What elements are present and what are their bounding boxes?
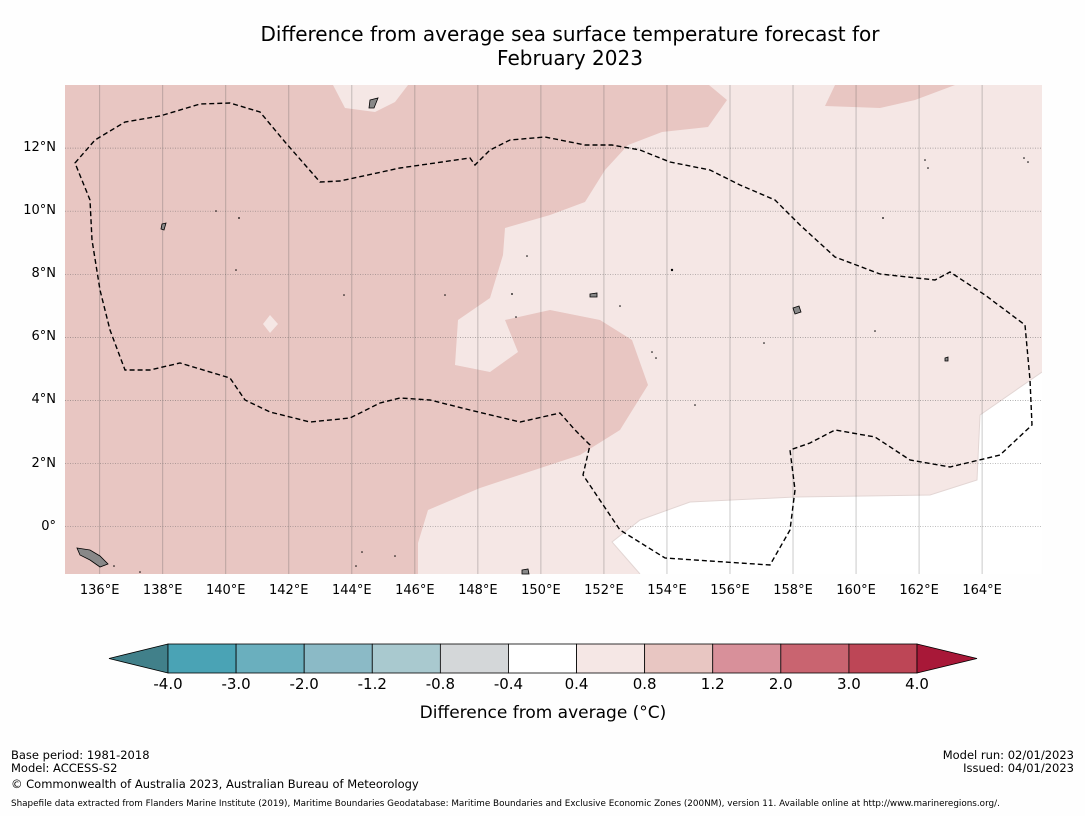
land-islands [76, 97, 949, 575]
colorbar-tick-label: -1.2 [357, 675, 387, 693]
model-run: Model run: 02/01/2023 [942, 748, 1074, 762]
lat-label: 8°N [31, 266, 57, 282]
map-title: Difference from average sea surface temp… [170, 22, 970, 70]
lat-label: 12°N [23, 140, 56, 156]
island-yap [368, 97, 379, 109]
lon-label: 144°E [332, 583, 372, 598]
title-line-2: February 2023 [497, 46, 643, 70]
island-pohnpei-dot [944, 356, 949, 362]
model-name: Model: ACCESS-S2 [11, 761, 118, 775]
anomaly-region-neutral [612, 372, 1042, 574]
lon-label: 140°E [205, 583, 246, 598]
sst-anomaly-map [65, 85, 1042, 575]
island-small [521, 568, 530, 575]
colorbar-extend-min [108, 643, 169, 674]
anomaly-region-0.4-0.8 [418, 85, 1042, 574]
colorbar-tick-label: -0.4 [493, 675, 524, 693]
title-line-1: Difference from average sea surface temp… [260, 22, 880, 46]
colorbar-segment [848, 643, 918, 674]
copyright: © Commonwealth of Australia 2023, Austra… [11, 777, 419, 791]
colorbar-tick-label: 0.4 [564, 675, 589, 693]
lon-label: 158°E [773, 583, 813, 598]
lon-label: 154°E [647, 583, 687, 598]
lat-label: 0° [41, 518, 56, 534]
colorbar-tick-label: 3.0 [836, 675, 861, 693]
lon-label: 146°E [395, 583, 435, 598]
anomaly-patch-top-right [825, 85, 955, 108]
island-atoll-a [160, 222, 167, 231]
island-kosrae-dot [589, 292, 598, 298]
lat-label: 4°N [31, 392, 57, 408]
colorbar-segment [712, 643, 782, 674]
issued-date: Issued: 04/01/2023 [963, 761, 1074, 775]
colorbar-tick-label: -2.0 [289, 675, 319, 693]
lat-label: 10°N [23, 203, 56, 219]
colorbar-title: Difference from average (°C) [419, 703, 667, 723]
colorbar-tick-label: 4.0 [905, 675, 929, 693]
colorbar-tick-label: 1.2 [700, 675, 725, 693]
eez-boundary-palau-fsm [74, 102, 1033, 566]
lon-label: 152°E [584, 583, 624, 598]
colorbar-segment [780, 643, 850, 674]
lat-label: 2°N [31, 455, 57, 471]
island-chuuk [792, 305, 802, 315]
colorbar-segment [303, 643, 373, 674]
colorbar-extend-max [916, 643, 978, 674]
gridlines [65, 85, 1042, 574]
lon-label: 164°E [962, 583, 1002, 598]
colorbar-segment [508, 643, 577, 674]
lon-label: 160°E [836, 583, 876, 598]
colorbar-segment [371, 643, 441, 674]
anomaly-region-neutral-edge [611, 371, 1042, 574]
anomaly-patch-small-isle [263, 315, 278, 333]
lon-label: 156°E [710, 583, 750, 598]
colorbar-segment [167, 643, 237, 674]
colorbar-segment [439, 643, 509, 674]
colorbar-segment [644, 643, 714, 674]
base-period: Base period: 1981-2018 [11, 748, 150, 762]
island-palau [76, 547, 109, 568]
colorbar-segments [108, 643, 978, 674]
lon-label: 142°E [268, 583, 309, 598]
colorbar-tick-label: 0.8 [632, 675, 657, 693]
lat-label: 6°N [31, 329, 57, 345]
shapefile-credit: Shapefile data extracted from Flanders M… [11, 799, 1000, 809]
lon-label: 138°E [142, 583, 183, 598]
colorbar-tick-label: -0.8 [425, 675, 455, 693]
lon-label: 136°E [79, 583, 120, 598]
lon-label: 150°E [521, 583, 561, 598]
atoll-dots [113, 157, 1029, 573]
colorbar-segment [235, 643, 305, 674]
colorbar-tick-label: 2.0 [768, 675, 793, 693]
lon-label: 148°E [458, 583, 498, 598]
anomaly-patch-top-left [333, 85, 408, 112]
colorbar-segment [576, 643, 646, 674]
colorbar [108, 643, 978, 674]
lon-label: 162°E [899, 583, 939, 598]
colorbar-tick-label: -4.0 [153, 675, 183, 693]
colorbar-tick-label: -3.0 [221, 675, 251, 693]
